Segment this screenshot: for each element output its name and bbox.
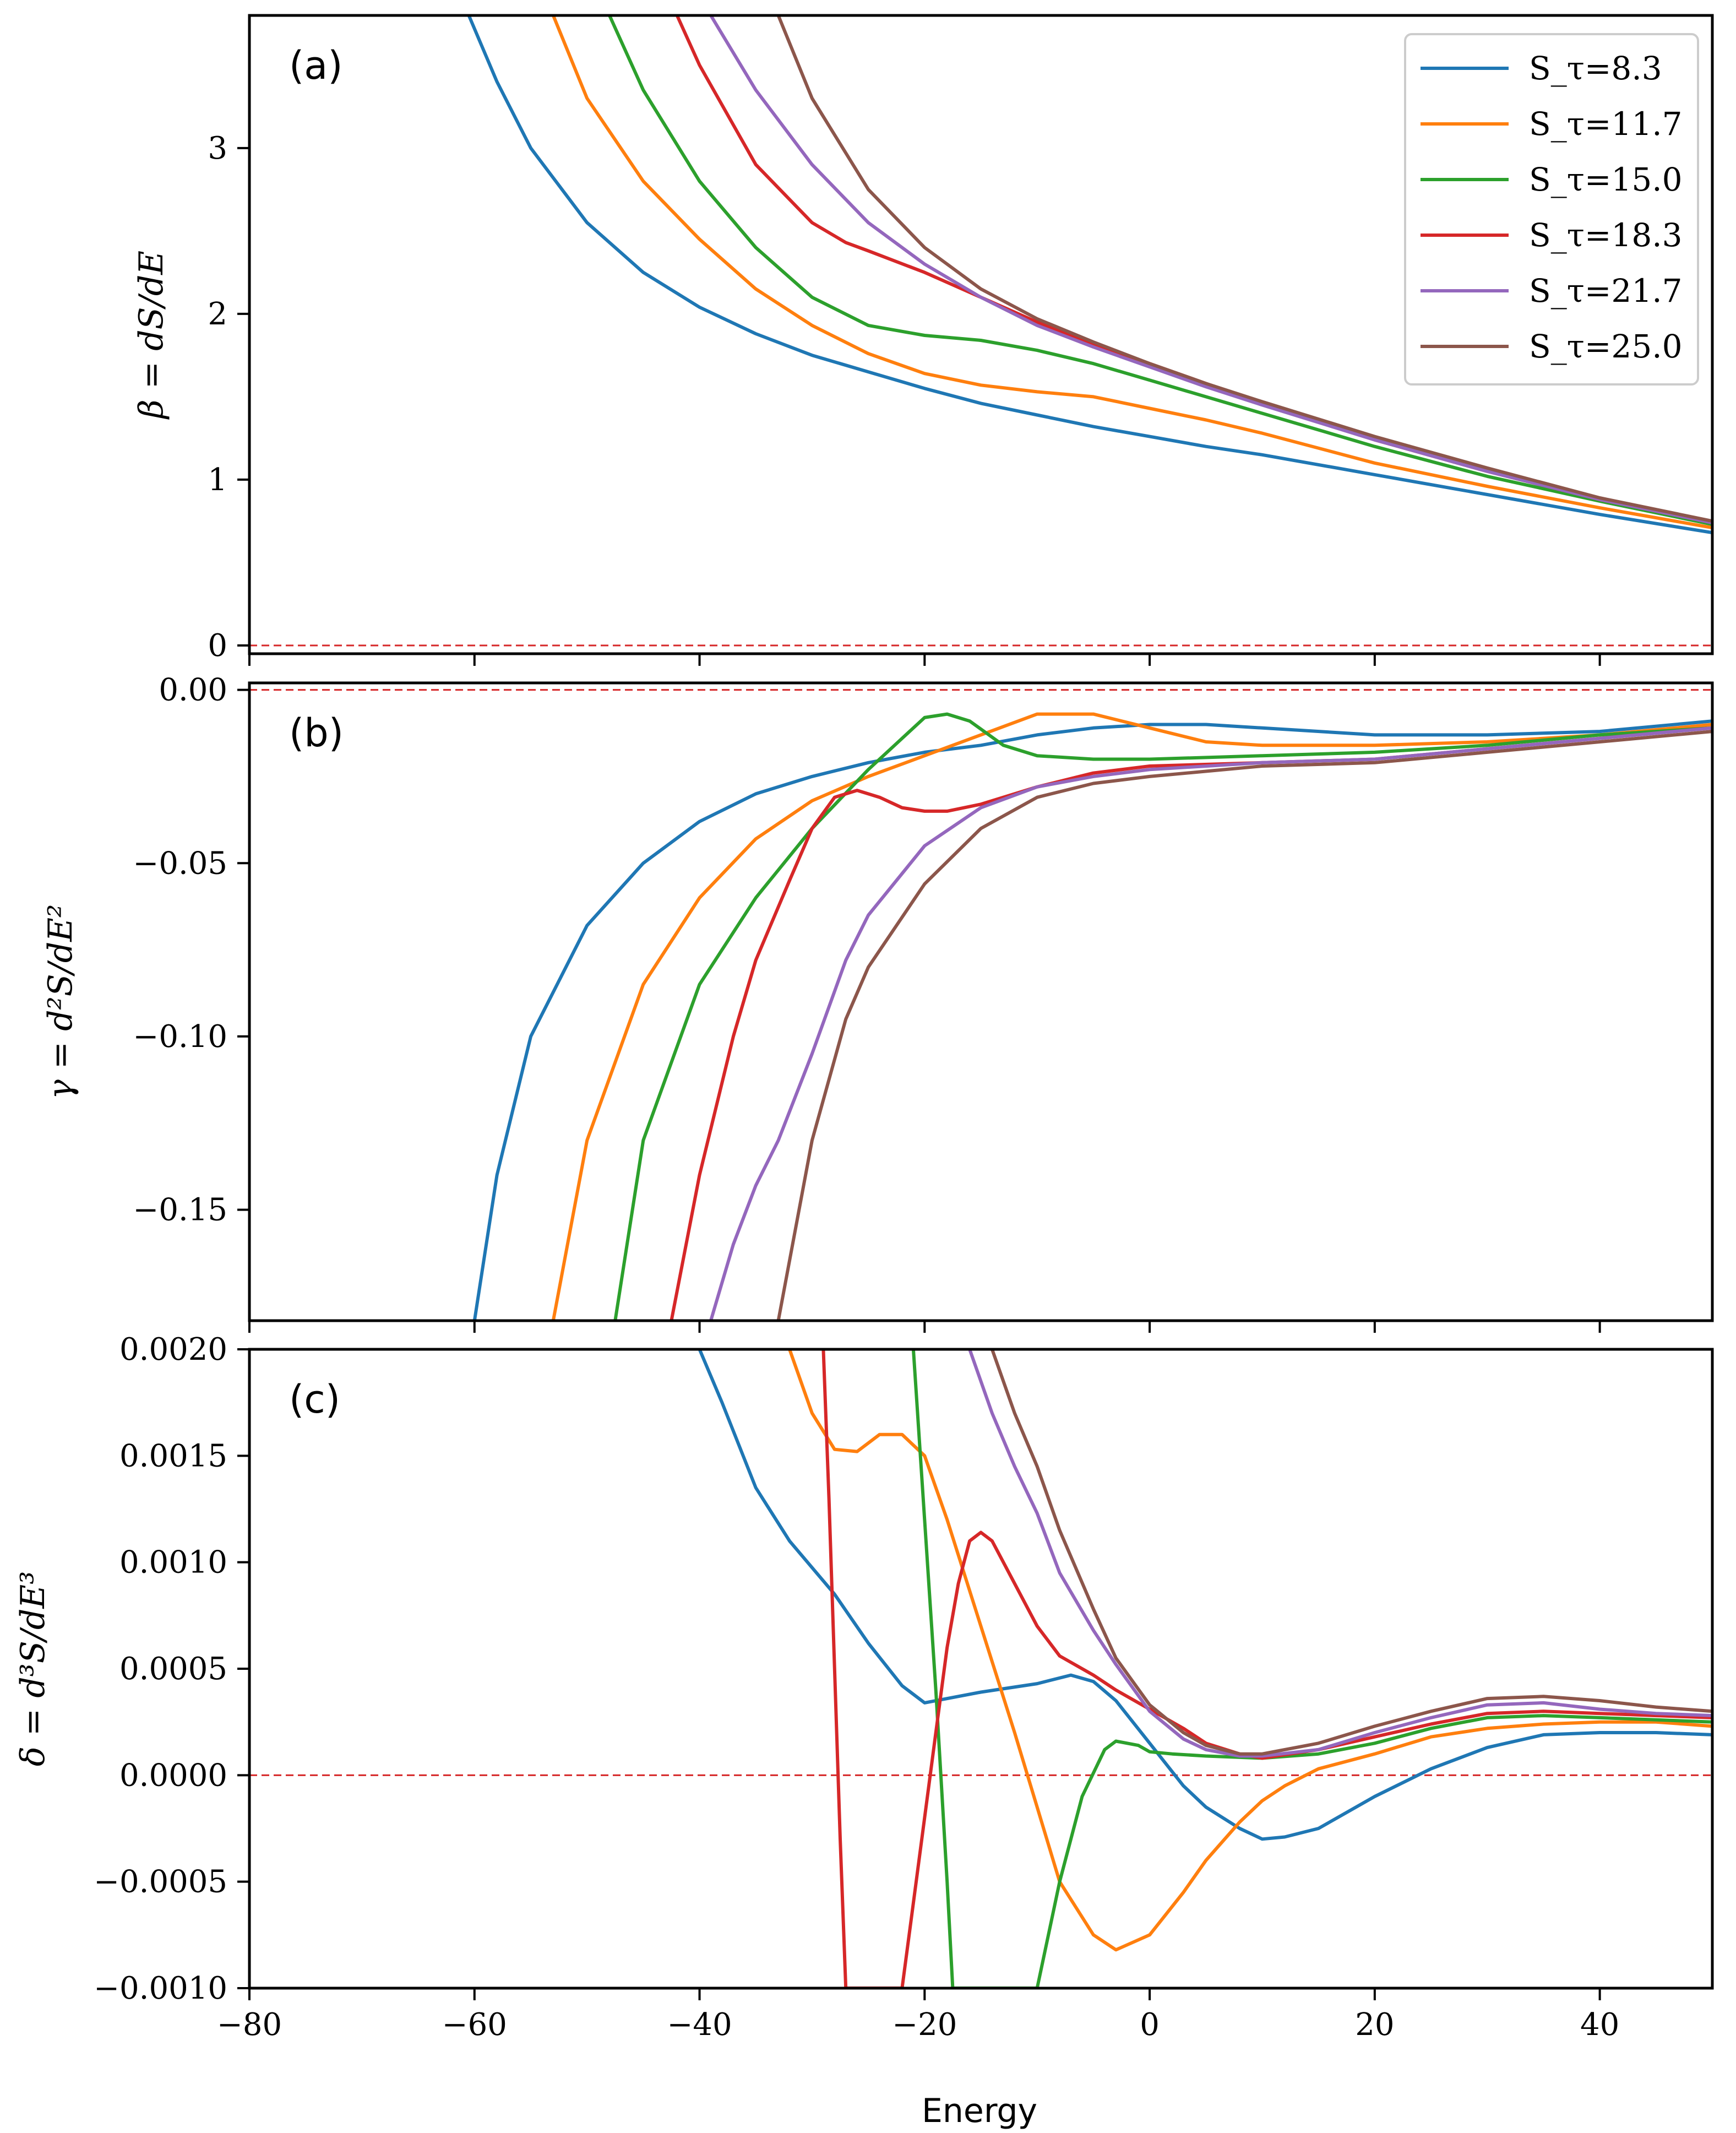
y-tick-label: −0.0005 bbox=[94, 1864, 227, 1900]
y-tick-label: 0.0010 bbox=[119, 1545, 227, 1581]
series-line-4 bbox=[821, 1349, 1712, 1988]
y-tick-label: 0 bbox=[208, 628, 227, 664]
series-line-1 bbox=[467, 15, 1712, 535]
y-tick-label: 0.0020 bbox=[119, 1332, 227, 1367]
series-line-6 bbox=[776, 730, 1712, 1321]
x-tick-label: −80 bbox=[217, 2007, 282, 2043]
panel-label: (c) bbox=[289, 1377, 340, 1422]
panel-label: (a) bbox=[289, 43, 343, 88]
y-tick-label: −0.15 bbox=[133, 1192, 227, 1228]
y-tick-label: 0.0015 bbox=[119, 1438, 227, 1474]
series-line-5 bbox=[709, 726, 1712, 1321]
y-axis-label: δ = d³S/dE³ bbox=[14, 1571, 52, 1767]
series-line-5 bbox=[709, 15, 1712, 525]
series-line-3 bbox=[613, 712, 1712, 1321]
y-tick-label: 0.00 bbox=[159, 672, 227, 708]
y-tick-label: 0.0000 bbox=[119, 1757, 227, 1793]
legend-entry: S_τ=25.0 bbox=[1529, 328, 1683, 365]
series-line-1 bbox=[472, 719, 1712, 1321]
y-axis-label: γ = d²S/dE² bbox=[41, 904, 80, 1099]
legend: S_τ=8.3 S_τ=11.7 S_τ=15.0 S_τ=18.3 S_τ=21.7 S… bbox=[1404, 33, 1699, 386]
series-line-3 bbox=[608, 15, 1712, 527]
panel-b: 0.00 −0.05 −0.10 −0.15 (b) γ = d²S/dE² bbox=[41, 672, 1714, 1333]
legend-entry: S_τ=8.3 bbox=[1529, 50, 1662, 87]
series-line-2 bbox=[788, 1349, 1712, 1952]
y-tick-label: 0.0005 bbox=[119, 1651, 227, 1687]
legend-box bbox=[1404, 33, 1699, 386]
x-tick-label: −60 bbox=[442, 2007, 507, 2043]
legend-entry: S_τ=18.3 bbox=[1529, 216, 1683, 254]
legend-entry: S_τ=21.7 bbox=[1529, 272, 1683, 310]
series-line-3 bbox=[911, 1349, 1712, 1988]
legend-entry: S_τ=11.7 bbox=[1529, 105, 1683, 143]
series-line-6 bbox=[990, 1349, 1712, 1756]
series-line-2 bbox=[551, 15, 1712, 530]
series-group bbox=[467, 15, 1712, 535]
plot-frame bbox=[248, 1348, 1714, 1990]
series-group bbox=[472, 712, 1712, 1321]
series-line-5 bbox=[968, 1349, 1712, 1758]
series-line-1 bbox=[698, 1349, 1712, 1841]
x-tick-label: −40 bbox=[667, 2007, 732, 2043]
plot-frame bbox=[248, 14, 1714, 655]
y-axis-label: β = dS/dE bbox=[132, 251, 171, 420]
y-tick-label: 3 bbox=[208, 131, 227, 166]
y-tick-label: 2 bbox=[208, 296, 227, 332]
x-tick-label: 40 bbox=[1580, 2007, 1619, 2043]
y-tick-label: −0.10 bbox=[133, 1019, 227, 1055]
x-tick-label: 0 bbox=[1140, 2007, 1160, 2043]
panel-label: (b) bbox=[289, 710, 344, 756]
y-tick-label: −0.05 bbox=[133, 845, 227, 881]
plot-frame bbox=[248, 681, 1714, 1322]
y-tick-label: 1 bbox=[208, 462, 227, 498]
x-tick-label: −20 bbox=[892, 2007, 957, 2043]
legend-entry: S_τ=15.0 bbox=[1529, 161, 1683, 198]
panel-c: −80 −60 −40 −20 0 20 40 0.0020 0.0015 0.0010 0.000… bbox=[14, 1332, 1714, 2043]
panel-a: 0 1 2 3 (a) β = dS/dE bbox=[132, 14, 1714, 666]
x-tick-label: 20 bbox=[1355, 2007, 1394, 2043]
y-tick-label: −0.0010 bbox=[94, 1971, 227, 2006]
series-line-4 bbox=[670, 726, 1712, 1321]
series-group bbox=[698, 1349, 1712, 1988]
series-line-6 bbox=[776, 15, 1712, 523]
series-line-2 bbox=[551, 712, 1712, 1321]
x-axis-label: Energy bbox=[922, 2092, 1037, 2130]
